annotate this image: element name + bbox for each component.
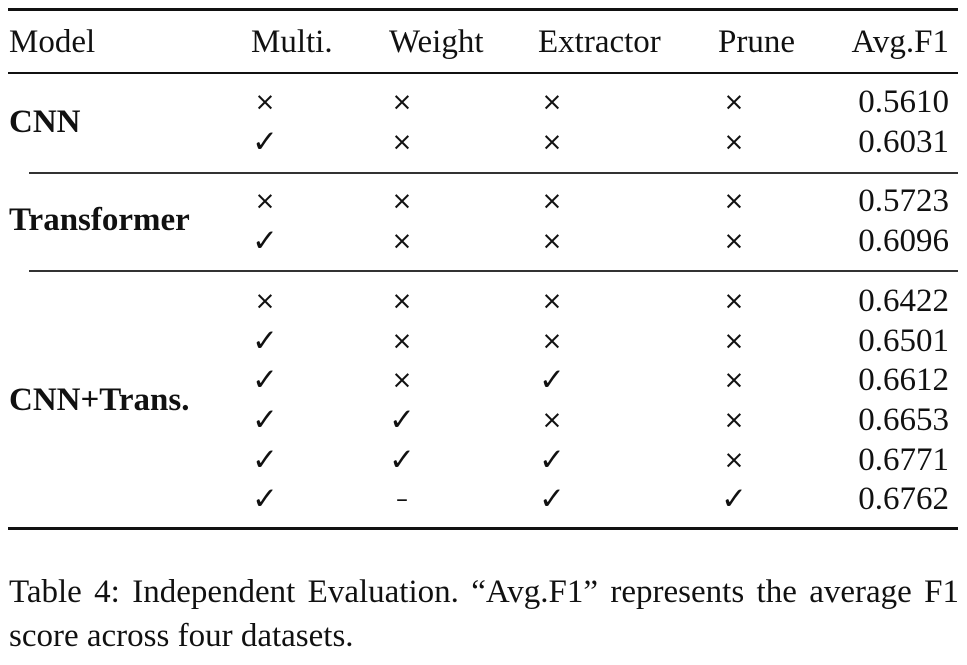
header-model: Model <box>9 24 96 60</box>
table-row: ✓ ✓ × × 0.6653 <box>0 400 967 440</box>
group-divider <box>29 172 958 174</box>
extractor-cross-icon: × <box>541 405 563 434</box>
extractor-cross-icon: × <box>541 226 563 255</box>
weight-check-icon: ✓ <box>389 402 415 438</box>
avg-f1-value: 0.5723 <box>858 183 949 219</box>
prune-cross-icon: × <box>723 87 745 116</box>
extractor-check-icon: ✓ <box>539 362 565 398</box>
prune-cross-icon: × <box>723 286 745 315</box>
prune-cross-icon: × <box>723 445 745 474</box>
table-row: ✓ ✓ ✓ × 0.6771 <box>0 440 967 480</box>
table-row: ✓ × × × 0.6501 <box>0 321 967 361</box>
table-row: ✓ × ✓ × 0.6612 <box>0 360 967 400</box>
extractor-cross-icon: × <box>541 87 563 116</box>
model-name-cnn: CNN <box>9 104 81 140</box>
prune-cross-icon: × <box>723 226 745 255</box>
table-header-rule <box>8 72 958 74</box>
weight-cross-icon: × <box>391 127 413 156</box>
avg-f1-value: 0.6501 <box>858 323 949 359</box>
model-name-cnn-trans: CNN+Trans. <box>9 382 190 418</box>
weight-cross-icon: × <box>391 186 413 215</box>
table-bottom-rule <box>8 527 958 530</box>
table-caption: Table 4: Independent Evaluation. “Avg.F1… <box>9 574 959 654</box>
multi-check-icon: ✓ <box>252 402 278 438</box>
extractor-cross-icon: × <box>541 127 563 156</box>
avg-f1-value: 0.6612 <box>858 362 949 398</box>
avg-f1-value: 0.6653 <box>858 402 949 438</box>
weight-cross-icon: × <box>391 87 413 116</box>
header-extractor: Extractor <box>538 24 661 60</box>
avg-f1-value: 0.6771 <box>858 442 949 478</box>
prune-check-icon: ✓ <box>721 481 747 517</box>
model-name-transformer: Transformer <box>9 202 190 238</box>
header-weight: Weight <box>389 24 484 60</box>
prune-cross-icon: × <box>723 405 745 434</box>
weight-dash-icon: – <box>396 485 408 513</box>
multi-check-icon: ✓ <box>252 124 278 160</box>
prune-cross-icon: × <box>723 186 745 215</box>
table-row: ✓ – ✓ ✓ 0.6762 <box>0 479 967 519</box>
table-row: × × × × 0.6422 <box>0 281 967 321</box>
group-divider <box>29 270 958 272</box>
multi-check-icon: ✓ <box>252 223 278 259</box>
table-row: × × × × 0.5610 <box>0 82 967 122</box>
table-row: ✓ × × × 0.6096 <box>0 221 967 261</box>
weight-cross-icon: × <box>391 365 413 394</box>
avg-f1-value: 0.6762 <box>858 481 949 517</box>
multi-cross-icon: × <box>254 286 276 315</box>
prune-cross-icon: × <box>723 127 745 156</box>
multi-cross-icon: × <box>254 186 276 215</box>
multi-check-icon: ✓ <box>252 442 278 478</box>
multi-cross-icon: × <box>254 87 276 116</box>
extractor-cross-icon: × <box>541 326 563 355</box>
extractor-cross-icon: × <box>541 186 563 215</box>
weight-check-icon: ✓ <box>389 442 415 478</box>
header-multi: Multi. <box>251 24 333 60</box>
table-row: ✓ × × × 0.6031 <box>0 122 967 162</box>
extractor-check-icon: ✓ <box>539 481 565 517</box>
extractor-check-icon: ✓ <box>539 442 565 478</box>
table-top-rule <box>8 8 958 11</box>
weight-cross-icon: × <box>391 326 413 355</box>
header-prune: Prune <box>718 24 795 60</box>
multi-check-icon: ✓ <box>252 481 278 517</box>
prune-cross-icon: × <box>723 365 745 394</box>
avg-f1-value: 0.6096 <box>858 223 949 259</box>
table-row: × × × × 0.5723 <box>0 181 967 221</box>
header-avg-f1: Avg.F1 <box>851 24 950 60</box>
prune-cross-icon: × <box>723 326 745 355</box>
avg-f1-value: 0.6031 <box>858 124 949 160</box>
extractor-cross-icon: × <box>541 286 563 315</box>
weight-cross-icon: × <box>391 286 413 315</box>
multi-check-icon: ✓ <box>252 323 278 359</box>
multi-check-icon: ✓ <box>252 362 278 398</box>
avg-f1-value: 0.6422 <box>858 283 949 319</box>
avg-f1-value: 0.5610 <box>858 84 949 120</box>
weight-cross-icon: × <box>391 226 413 255</box>
